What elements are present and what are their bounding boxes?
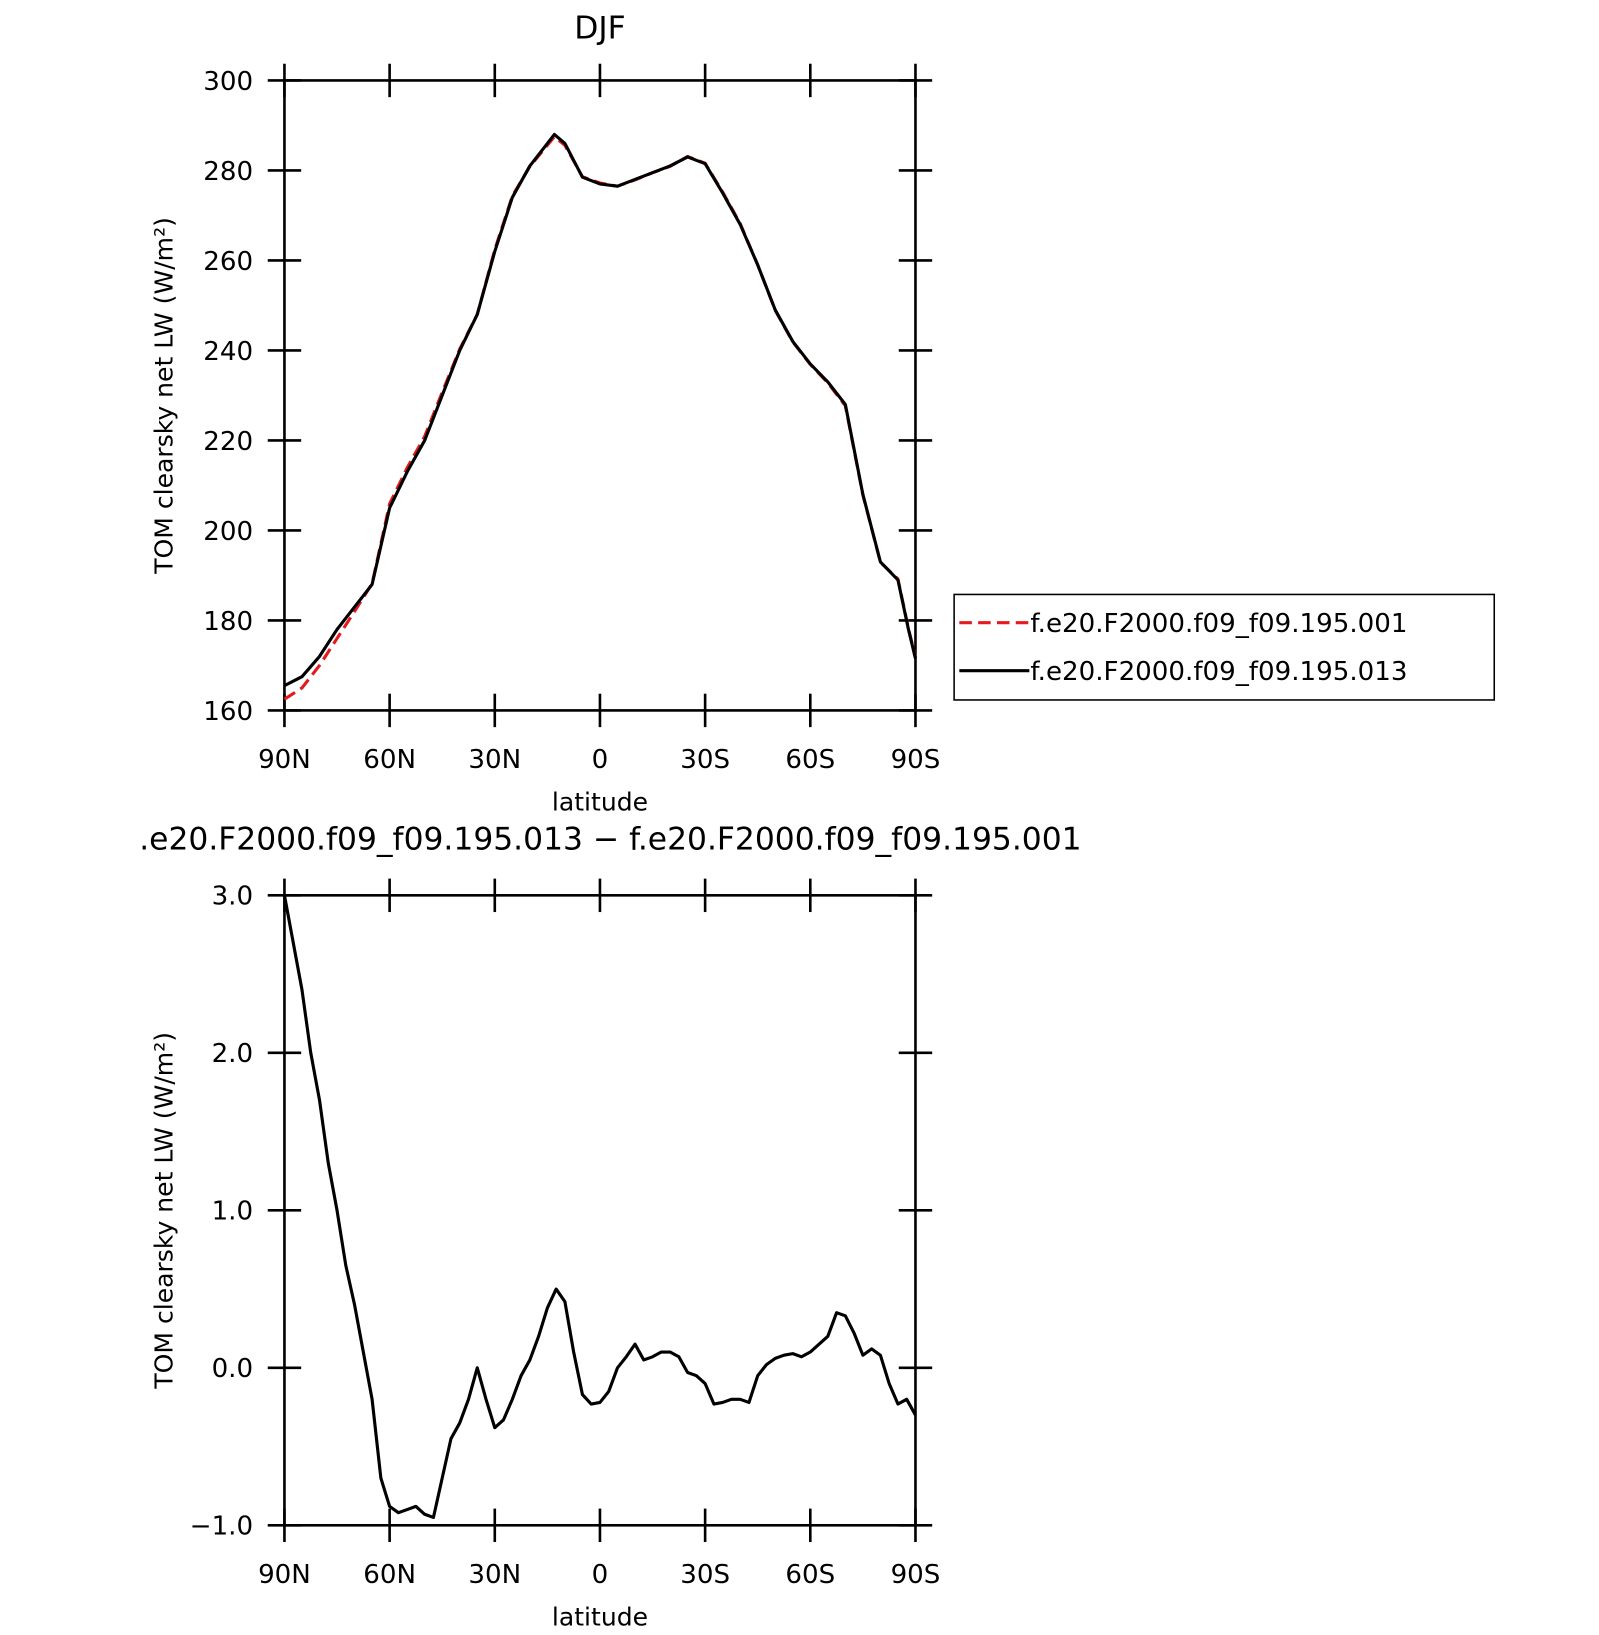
y-tick-label: 3.0	[212, 882, 254, 912]
y-tick-label: 240	[203, 337, 253, 367]
chart-title: DJF	[574, 11, 625, 47]
data-line	[283, 132, 917, 688]
x-axis-label: latitude	[552, 788, 648, 817]
x-axis-label: latitude	[552, 1603, 648, 1632]
x-tick-label: 30N	[468, 1560, 521, 1590]
x-tick-label: 0	[592, 1560, 609, 1590]
y-tick-label: 220	[203, 427, 253, 457]
y-tick-label: 280	[203, 157, 253, 187]
y-tick-label: 180	[203, 607, 253, 637]
y-tick-label: 200	[203, 517, 253, 547]
y-tick-label: 0.0	[212, 1354, 254, 1384]
y-tick-label: 300	[203, 67, 253, 97]
x-tick-label: 30S	[680, 745, 730, 775]
chart-title: .e20.F2000.f09_f09.195.013 − f.e20.F2000…	[139, 821, 1081, 857]
x-tick-label: 60S	[785, 1560, 835, 1590]
x-tick-label: 60N	[363, 1560, 416, 1590]
y-axis-label: TOM clearsky net LW (W/m²)	[150, 1032, 179, 1390]
data-line	[282, 895, 917, 1519]
x-tick-label: 30N	[468, 745, 521, 775]
x-tick-label: 90S	[891, 1560, 941, 1590]
y-tick-label: −1.0	[190, 1512, 253, 1542]
legend-box	[953, 593, 1496, 701]
x-tick-label: 0	[592, 745, 609, 775]
plot-frame	[283, 79, 917, 712]
x-tick-label: 60N	[363, 745, 416, 775]
x-tick-label: 30S	[680, 1560, 730, 1590]
y-tick-label: 1.0	[212, 1197, 254, 1227]
data-line	[283, 135, 917, 701]
x-tick-label: 90S	[891, 745, 941, 775]
y-tick-label: 260	[203, 247, 253, 277]
y-tick-label: 2.0	[212, 1039, 254, 1069]
x-tick-label: 90N	[258, 745, 311, 775]
x-tick-label: 60S	[785, 745, 835, 775]
plot-frame	[283, 894, 917, 1527]
legend-label: f.e20.F2000.f09_f09.195.013	[1030, 657, 1407, 687]
legend-label: f.e20.F2000.f09_f09.195.001	[1030, 609, 1407, 639]
y-tick-label: 160	[203, 697, 253, 727]
y-axis-label: TOM clearsky net LW (W/m²)	[150, 217, 179, 575]
x-tick-label: 90N	[258, 1560, 311, 1590]
